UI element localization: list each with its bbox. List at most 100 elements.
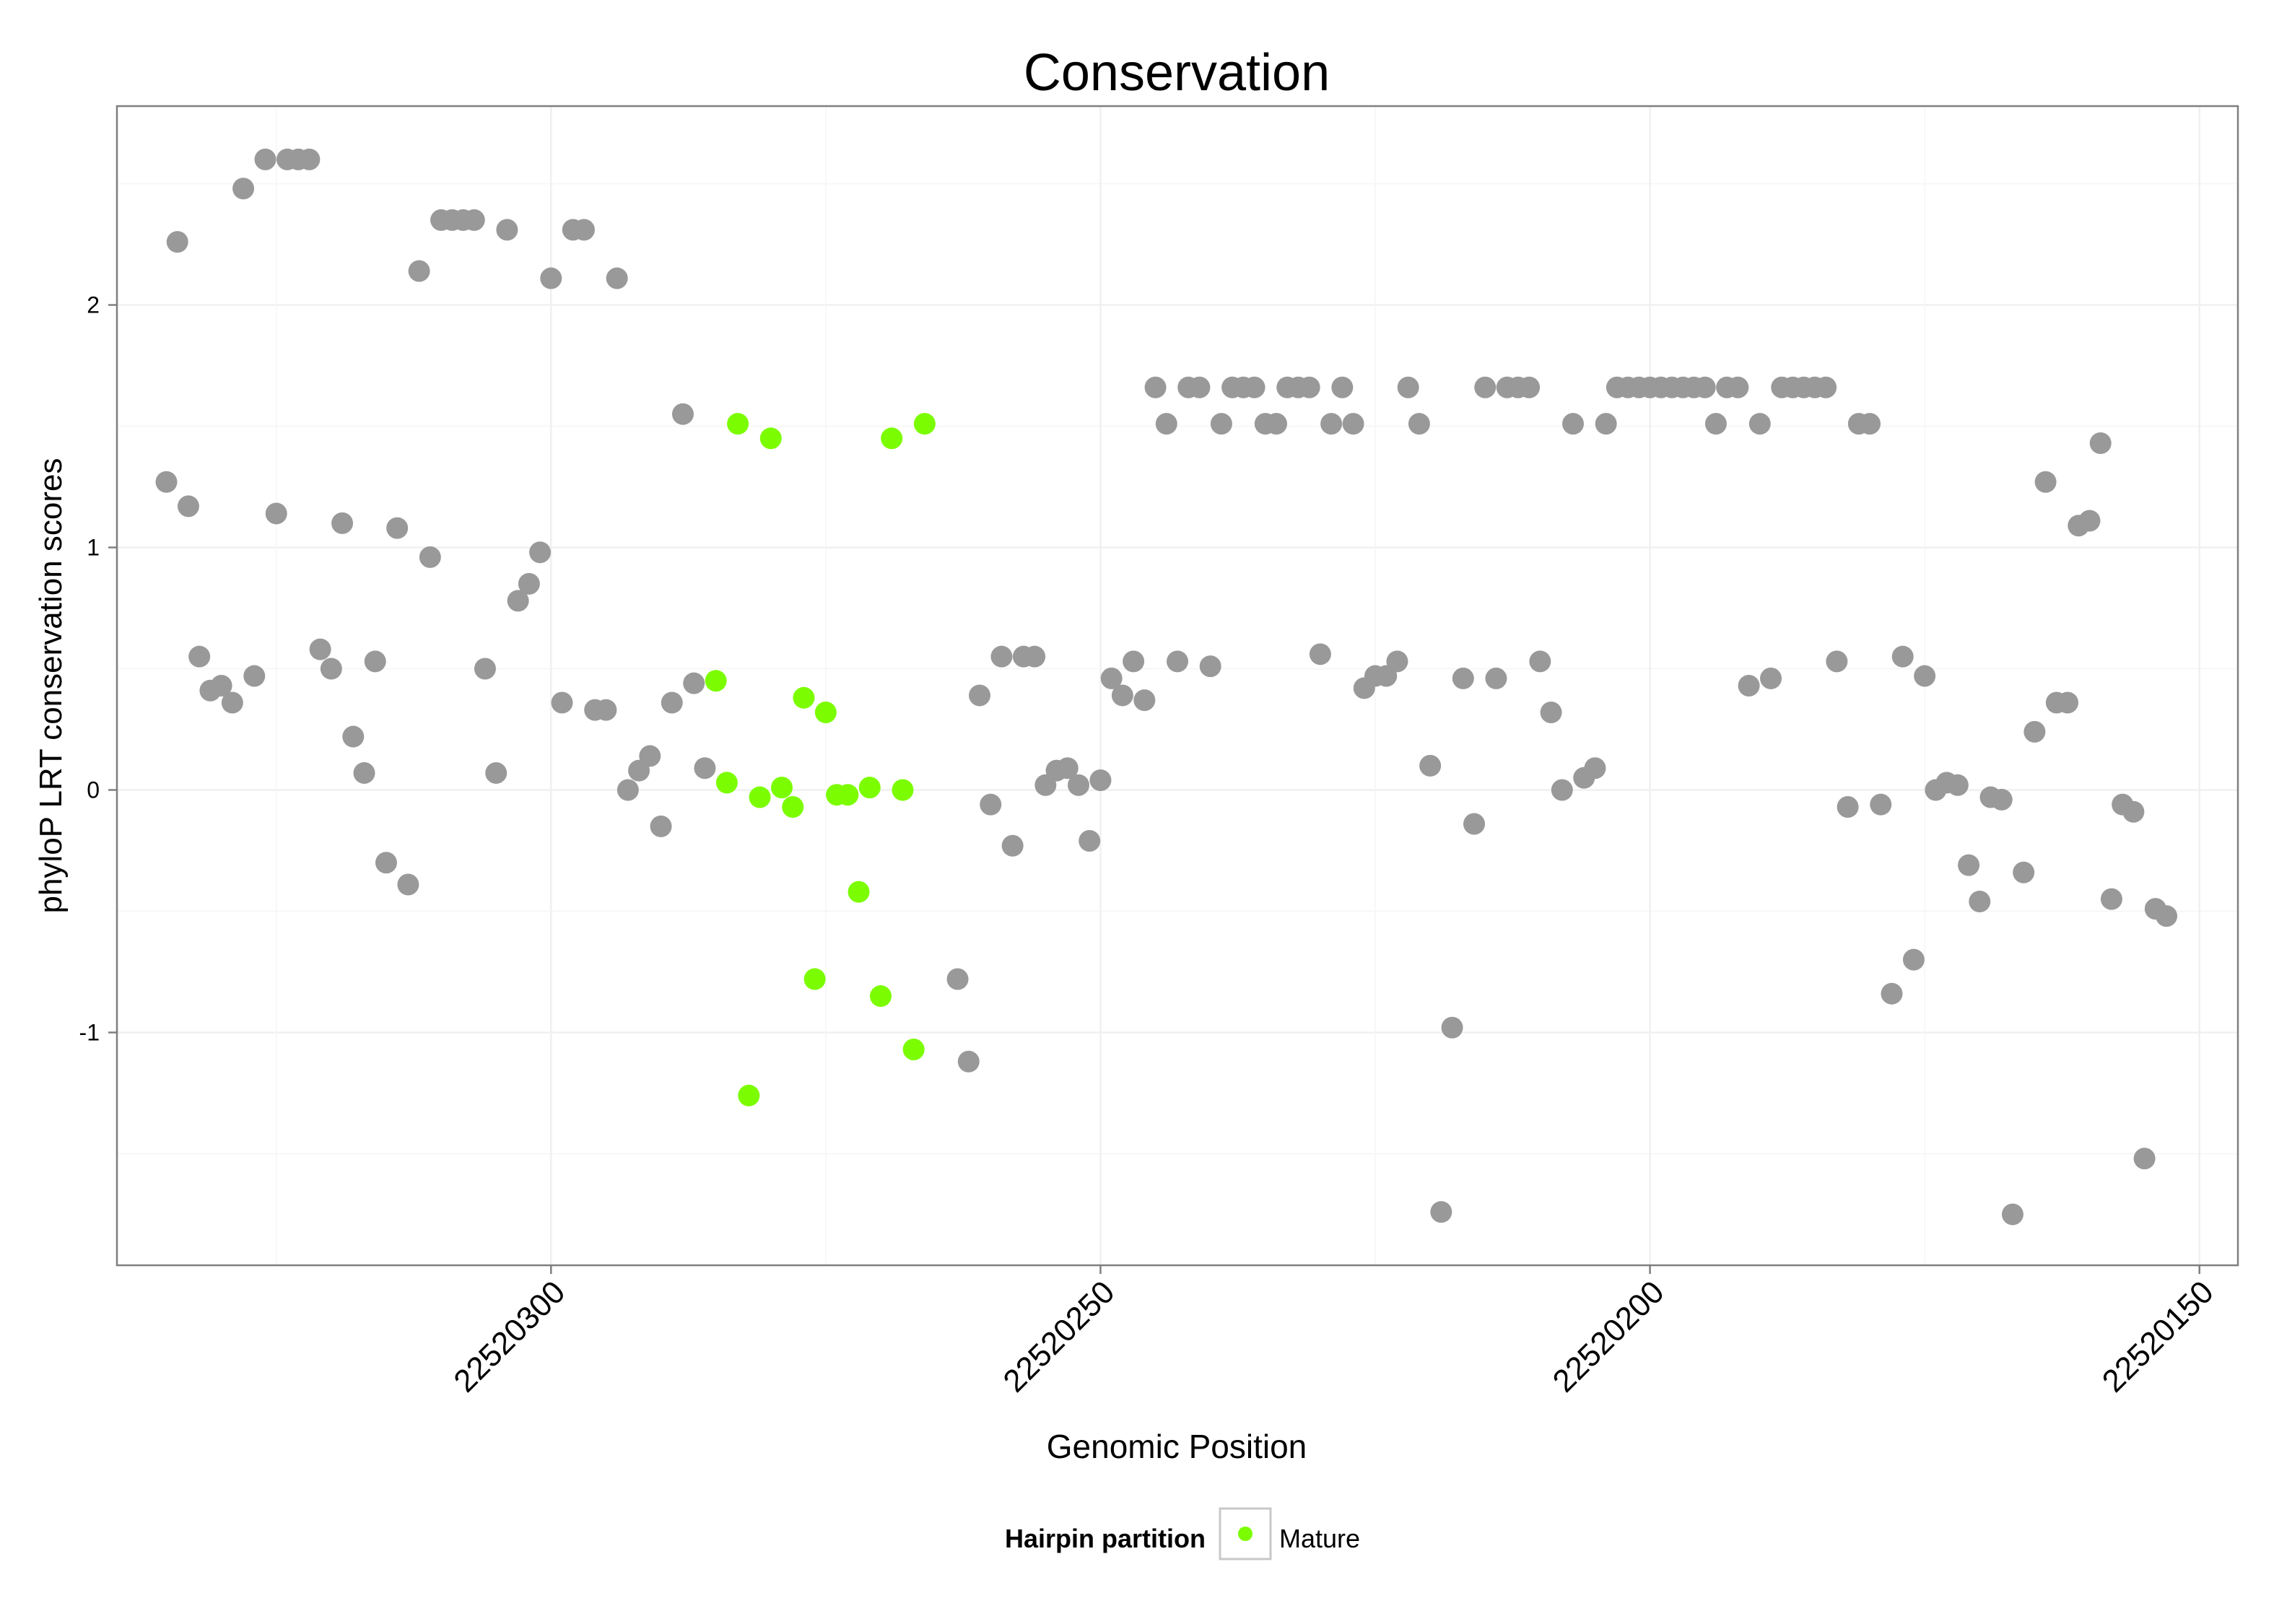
- data-point: [1419, 754, 1442, 777]
- data-point: [572, 219, 595, 241]
- data-point-mature: [848, 881, 870, 903]
- data-point: [364, 650, 386, 673]
- legend-mature-label: Mature: [1279, 1524, 1360, 1553]
- data-point: [1167, 650, 1188, 673]
- data-point: [1881, 982, 1903, 1005]
- data-point: [408, 260, 430, 282]
- data-point: [1144, 376, 1167, 398]
- data-point: [1826, 650, 1848, 673]
- data-point-mature: [814, 701, 837, 723]
- data-point-mature: [782, 795, 804, 818]
- data-point-mature: [793, 686, 815, 709]
- data-point: [298, 148, 321, 170]
- data-point: [254, 148, 276, 170]
- data-point-mature: [837, 784, 859, 806]
- data-point: [155, 471, 178, 493]
- x-axis-label: Genomic Position: [1047, 1428, 1307, 1465]
- data-point-mature: [759, 427, 782, 450]
- data-point: [1320, 413, 1343, 435]
- data-point: [1584, 757, 1606, 780]
- data-point: [1859, 413, 1881, 435]
- data-point: [1386, 650, 1408, 673]
- data-point: [309, 638, 331, 660]
- data-point: [507, 590, 529, 612]
- data-point: [2078, 510, 2101, 532]
- data-point: [1265, 413, 1288, 435]
- y-tick-label: 1: [87, 534, 100, 560]
- data-point: [320, 658, 342, 680]
- data-point: [1123, 650, 1145, 673]
- data-point: [1518, 376, 1541, 398]
- data-point: [1837, 795, 1859, 818]
- data-point: [1056, 757, 1079, 780]
- data-point: [1298, 376, 1320, 398]
- data-point: [1738, 675, 1760, 697]
- data-point: [474, 658, 496, 680]
- data-point: [397, 873, 419, 896]
- data-point: [1188, 376, 1211, 398]
- data-point: [375, 852, 397, 874]
- data-point: [2122, 800, 2145, 823]
- data-point-mature: [803, 968, 826, 990]
- data-point: [1704, 413, 1727, 435]
- data-point: [650, 815, 672, 837]
- data-point: [188, 645, 211, 668]
- data-point-mature: [727, 413, 749, 435]
- data-point: [1946, 774, 1969, 796]
- data-point: [980, 793, 1002, 816]
- data-point: [1595, 413, 1617, 435]
- data-point: [2089, 432, 2112, 455]
- data-point: [1155, 413, 1177, 435]
- data-point: [617, 779, 639, 801]
- data-point: [551, 691, 573, 714]
- data-point: [595, 699, 617, 721]
- data-point: [639, 745, 661, 767]
- data-point: [1243, 376, 1265, 398]
- chart-title: Conservation: [1024, 44, 1330, 102]
- data-point: [1111, 684, 1133, 707]
- data-point: [386, 517, 409, 539]
- legend-title: Hairpin partition: [1005, 1524, 1206, 1553]
- data-point: [1342, 413, 1364, 435]
- data-point: [694, 757, 716, 780]
- y-axis-label: phyloP LRT conservation scores: [33, 458, 69, 913]
- y-tick-label: 0: [87, 777, 100, 803]
- data-point: [1001, 834, 1024, 857]
- data-point: [353, 761, 375, 784]
- data-point: [1815, 376, 1837, 398]
- data-point: [2001, 1203, 2023, 1226]
- data-point: [1430, 1201, 1452, 1223]
- y-tick-label: -1: [79, 1019, 100, 1045]
- data-point: [265, 502, 287, 525]
- y-tick-label: 2: [87, 292, 100, 318]
- data-point: [1958, 854, 1980, 876]
- data-point: [1210, 413, 1232, 435]
- data-point: [342, 725, 365, 748]
- data-point: [1529, 650, 1551, 673]
- y-axis: -1 0 1 2: [79, 292, 117, 1045]
- data-point: [463, 209, 485, 231]
- data-point: [1100, 667, 1123, 689]
- data-point: [946, 968, 969, 990]
- data-point: [1727, 376, 1749, 398]
- data-point: [331, 512, 354, 534]
- data-point: [990, 645, 1013, 668]
- data-point-mature: [770, 777, 793, 799]
- data-point: [529, 541, 552, 564]
- data-point: [166, 231, 188, 253]
- data-point: [1969, 891, 1991, 913]
- data-point: [485, 761, 507, 784]
- data-point: [1474, 376, 1497, 398]
- data-point: [518, 572, 540, 595]
- data-point: [540, 267, 562, 289]
- data-point: [1079, 830, 1101, 852]
- data-point-mature: [705, 670, 727, 692]
- legend-mature-swatch: [1238, 1527, 1253, 1541]
- data-point: [1089, 769, 1112, 792]
- data-point: [1309, 643, 1331, 665]
- data-point: [606, 267, 628, 289]
- data-point: [2156, 905, 2178, 927]
- data-point: [1760, 667, 1782, 689]
- data-point: [1452, 667, 1474, 689]
- data-point: [1540, 701, 1562, 723]
